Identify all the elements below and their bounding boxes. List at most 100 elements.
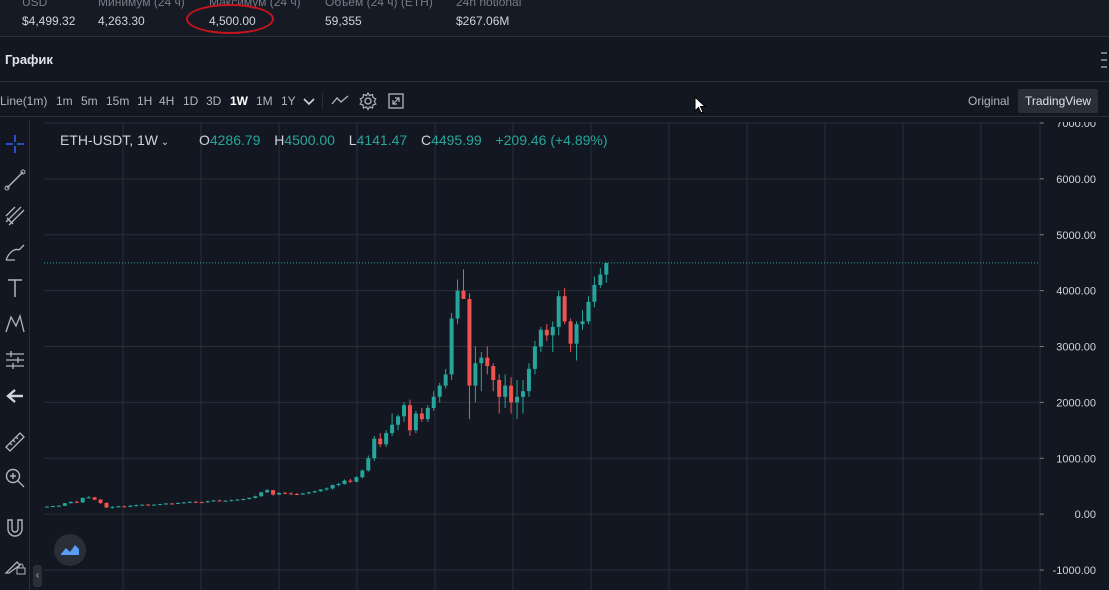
candle[interactable] — [366, 455, 371, 472]
candle[interactable] — [479, 352, 484, 392]
candle[interactable] — [515, 380, 520, 420]
candle[interactable] — [372, 435, 377, 462]
candle[interactable] — [521, 380, 525, 414]
candle[interactable] — [550, 321, 555, 353]
interval-1d[interactable]: 1D — [183, 94, 199, 108]
candle[interactable] — [253, 495, 258, 499]
candle[interactable] — [140, 504, 145, 506]
candle[interactable] — [110, 506, 115, 509]
candle[interactable] — [455, 279, 460, 325]
candle[interactable] — [407, 399, 412, 436]
candle[interactable] — [175, 502, 180, 505]
prediction-icon[interactable] — [3, 348, 27, 372]
candlestick-chart[interactable]: 4495.99 7000.00 6000.00 5000.00 4000.00 3000… — [44, 118, 1109, 590]
interval-1m[interactable]: 1m — [56, 94, 73, 108]
fib-retracement-icon[interactable] — [3, 204, 27, 228]
interval-3d[interactable]: 3D — [206, 94, 222, 108]
candle[interactable] — [199, 501, 204, 504]
candle[interactable] — [336, 482, 341, 487]
candle[interactable] — [122, 505, 127, 508]
candle[interactable] — [223, 500, 228, 502]
candle[interactable] — [473, 346, 478, 403]
brush-icon[interactable] — [3, 240, 27, 264]
candle[interactable] — [146, 504, 151, 506]
candle[interactable] — [497, 374, 502, 414]
candle[interactable] — [312, 490, 317, 493]
candle[interactable] — [62, 502, 67, 507]
candle[interactable] — [259, 491, 264, 497]
candle[interactable] — [532, 340, 537, 375]
candle[interactable] — [431, 391, 436, 411]
symbol-interval[interactable]: ETH-USDT, 1W — [60, 132, 158, 148]
candle[interactable] — [116, 505, 121, 508]
candle[interactable] — [443, 368, 448, 389]
candle[interactable] — [152, 504, 157, 506]
candle[interactable] — [211, 500, 216, 502]
candle[interactable] — [134, 504, 139, 507]
candle[interactable] — [45, 506, 49, 508]
candle[interactable] — [449, 312, 454, 381]
interval-1w[interactable]: 1W — [230, 94, 248, 108]
candle[interactable] — [544, 324, 549, 341]
candle[interactable] — [50, 505, 55, 508]
candle[interactable] — [538, 326, 543, 353]
candle[interactable] — [306, 491, 311, 495]
candle[interactable] — [92, 496, 97, 501]
candle[interactable] — [288, 492, 293, 495]
candle[interactable] — [300, 492, 305, 495]
candle[interactable] — [80, 497, 85, 503]
candle[interactable] — [342, 479, 347, 485]
candle[interactable] — [568, 318, 573, 353]
candle[interactable] — [283, 491, 287, 495]
candle[interactable] — [193, 500, 198, 503]
gear-icon[interactable] — [358, 91, 378, 111]
candle[interactable] — [390, 413, 395, 436]
candle[interactable] — [104, 502, 109, 508]
candle[interactable] — [354, 476, 359, 483]
fullscreen-icon[interactable] — [386, 91, 406, 111]
candle[interactable] — [461, 269, 466, 300]
candle[interactable] — [604, 262, 609, 283]
collapse-toolbar-button[interactable]: ‹ — [33, 565, 42, 587]
candle[interactable] — [265, 488, 270, 493]
candle[interactable] — [68, 501, 73, 504]
candle[interactable] — [181, 502, 186, 504]
candle[interactable] — [169, 502, 174, 505]
candle[interactable] — [217, 499, 222, 502]
price-chart[interactable]: 4495.99 7000.00 6000.00 5000.00 4000.00 3000… — [44, 118, 1109, 590]
lock-drawings-icon[interactable] — [3, 552, 27, 576]
indicators-icon[interactable] — [330, 91, 350, 111]
zoom-in-icon[interactable] — [3, 466, 27, 490]
candle[interactable] — [294, 492, 299, 496]
candle[interactable] — [598, 268, 603, 288]
pattern-icon[interactable] — [3, 312, 27, 336]
text-tool-icon[interactable] — [3, 276, 27, 300]
candle[interactable] — [348, 478, 353, 483]
candle[interactable] — [396, 414, 401, 431]
candle[interactable] — [235, 499, 240, 501]
ruler-icon[interactable] — [3, 430, 27, 454]
candle[interactable] — [247, 497, 252, 500]
arrow-left-icon[interactable] — [3, 384, 27, 408]
view-tradingview-button[interactable]: TradingView — [1018, 89, 1099, 113]
candle[interactable] — [580, 310, 585, 330]
tradingview-logo-icon[interactable] — [54, 534, 86, 566]
candle[interactable] — [526, 363, 531, 397]
drag-handle-icon[interactable] — [1101, 52, 1107, 68]
interval-15m[interactable]: 15m — [106, 94, 130, 108]
interval-1h[interactable]: 1H — [137, 94, 153, 108]
candle[interactable] — [229, 499, 234, 502]
candle[interactable] — [425, 405, 430, 422]
interval-5m[interactable]: 5m — [81, 94, 98, 108]
candle[interactable] — [330, 484, 335, 490]
candle[interactable] — [384, 430, 389, 448]
candle[interactable] — [562, 287, 567, 325]
candle[interactable] — [74, 500, 79, 503]
candle[interactable] — [324, 487, 329, 491]
interval-4h[interactable]: 4H — [159, 94, 175, 108]
candle[interactable] — [318, 488, 323, 492]
candle[interactable] — [86, 496, 91, 499]
candle[interactable] — [277, 492, 282, 496]
interval-1mo[interactable]: 1M — [256, 94, 273, 108]
candle[interactable] — [413, 410, 418, 434]
